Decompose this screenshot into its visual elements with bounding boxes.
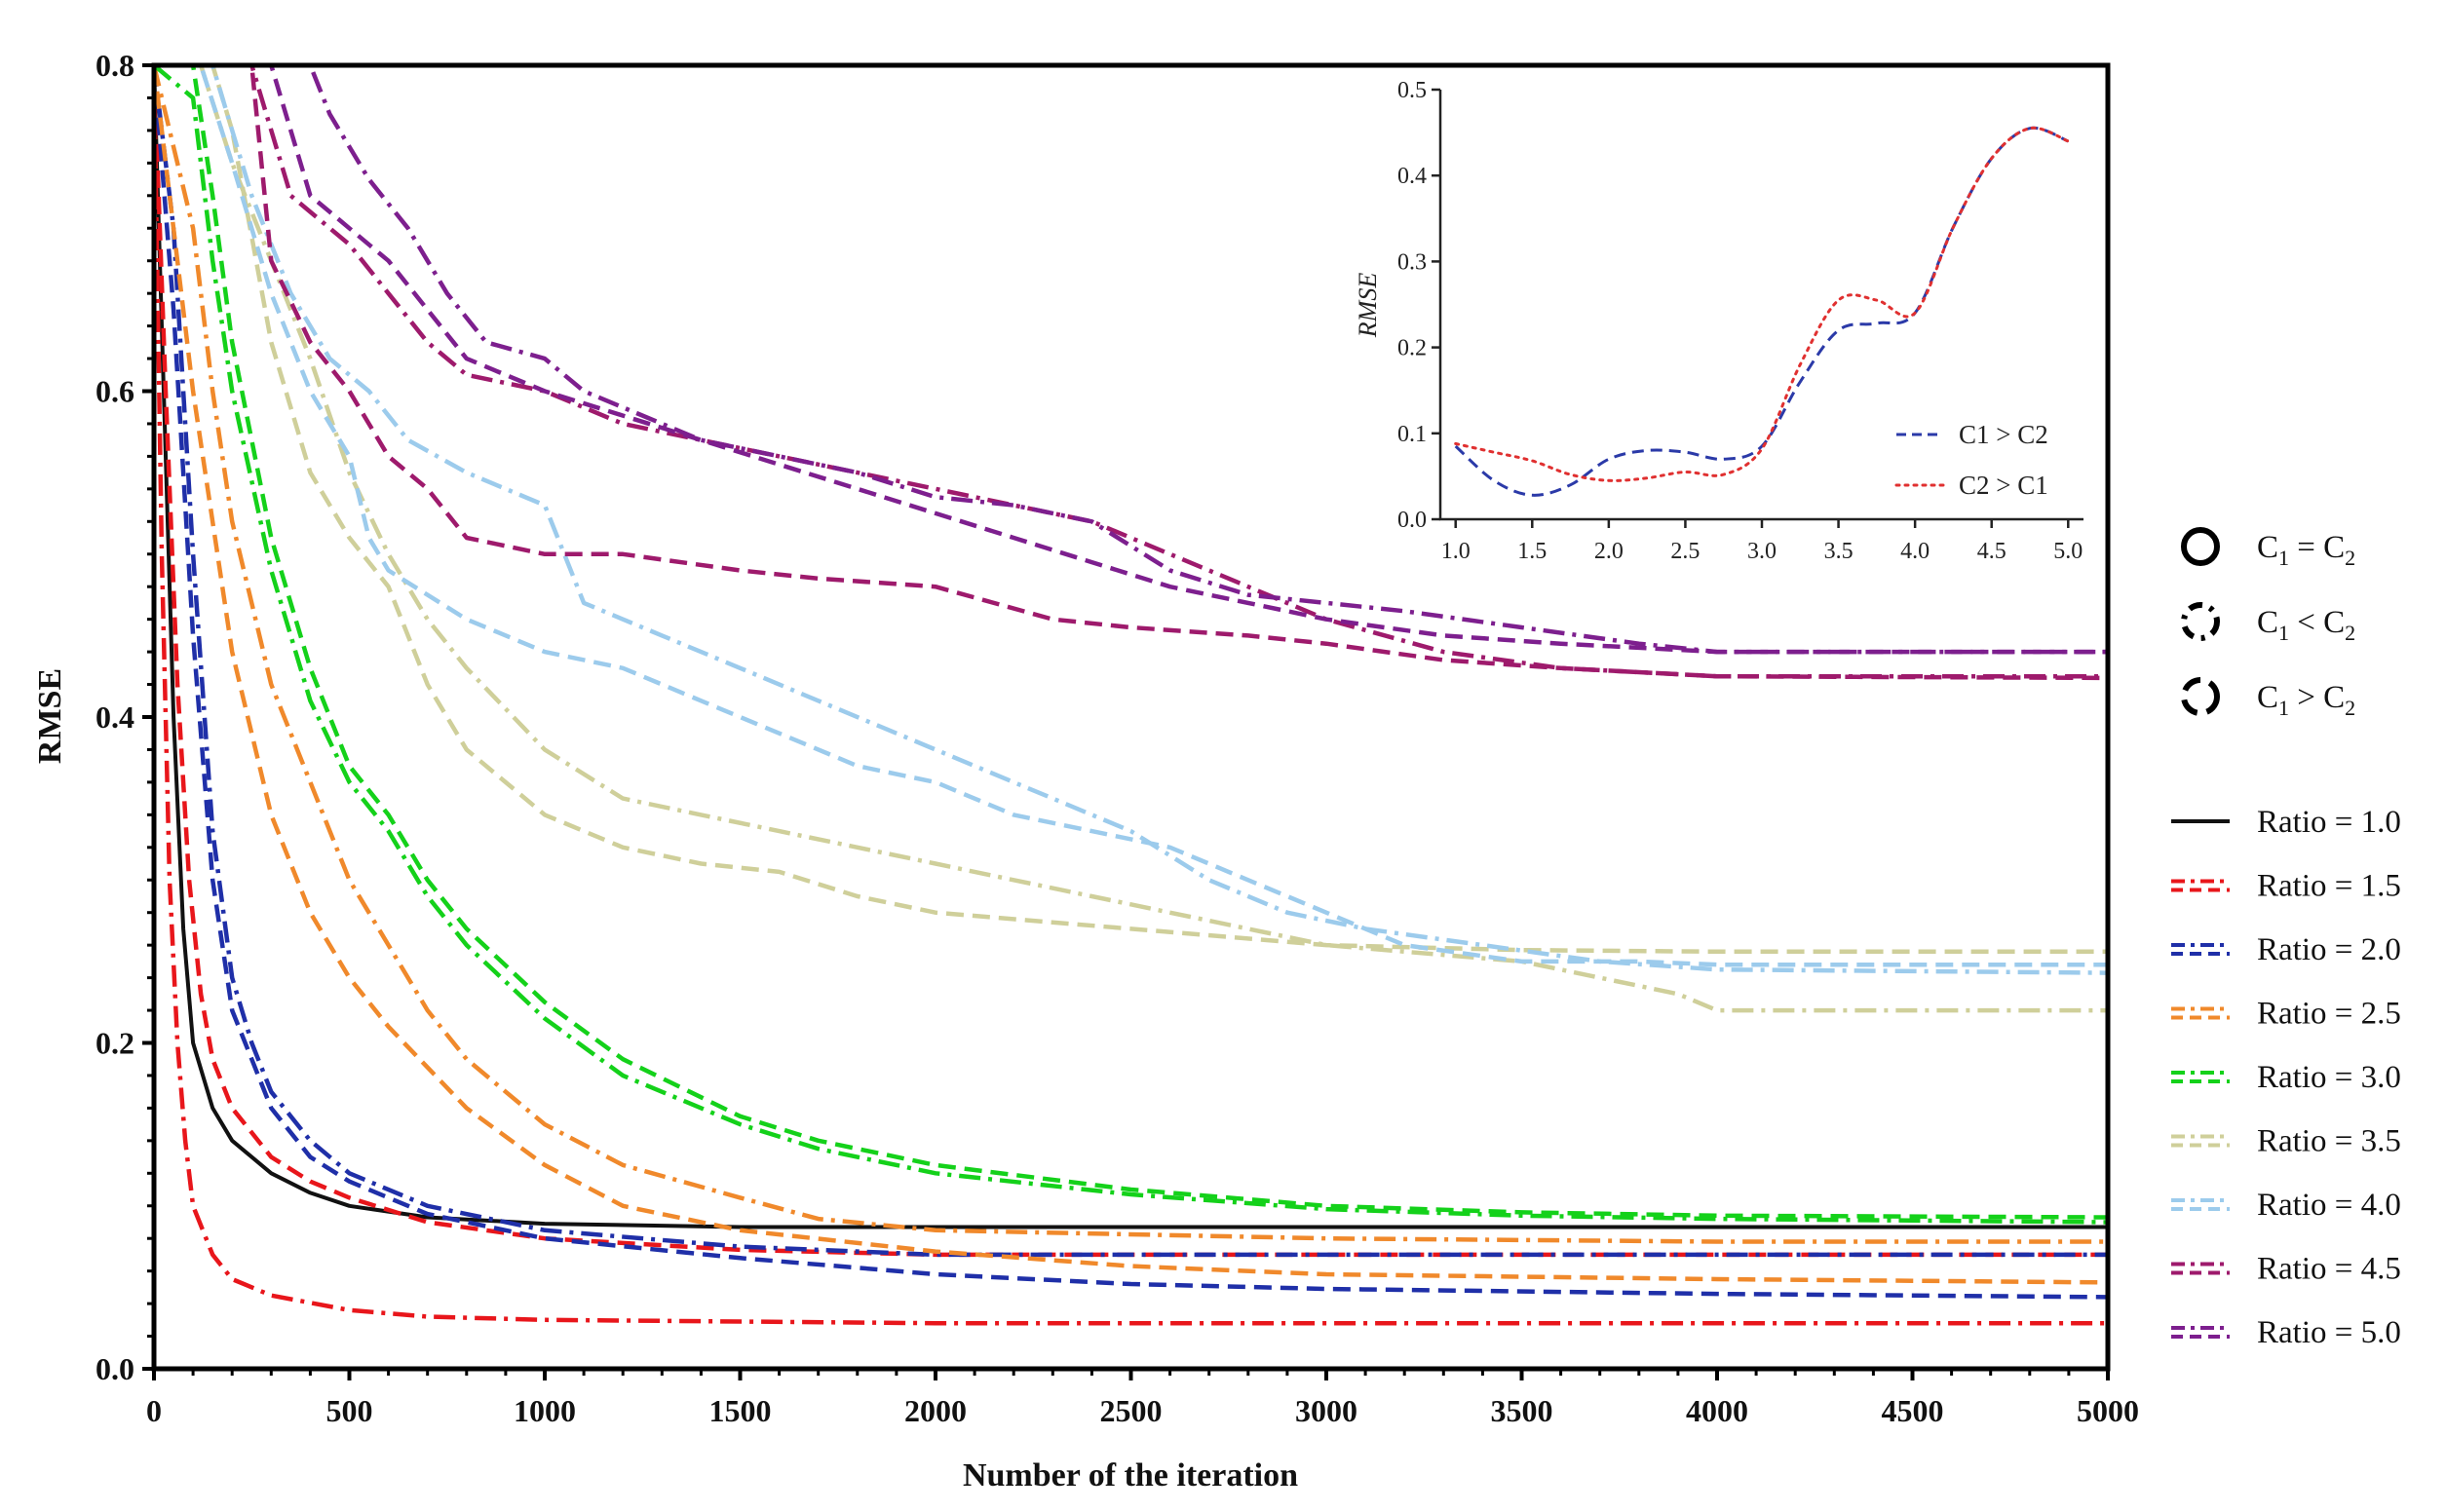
y-tick-label: 0.6 [96,374,134,409]
ratio-legend-label: Ratio = 4.5 [2257,1252,2401,1287]
x-axis-title: Number of the iteration [963,1457,1298,1493]
style-legend-text-part: C [2257,530,2278,565]
x-tick-label: 3000 [1295,1393,1357,1428]
inset-x-tick-label: 4.5 [1977,539,2006,564]
style-legend-text-part: C [2257,680,2278,715]
style-legend-text-part: 2 [2345,696,2355,720]
inset-series-layer [1454,126,2070,497]
inset-x-axis: 1.0 1.5 2.0 2.5 3.0 3.5 4.0 4.5 5.0 [1441,519,2083,564]
style-legend-text-part: > [2289,680,2323,715]
series-line-12 [154,65,2108,967]
style-legend-text-part: C [2257,605,2278,640]
inset-legend: C1 > C2 C2 > C1 [1894,420,2048,500]
style-legend-text-part: C [2323,680,2345,715]
series-line-15 [154,65,2108,655]
series-line-11 [154,65,2108,975]
series-line-16 [154,65,2108,655]
style-legend-text-part: 2 [2345,546,2355,570]
style-legend-text-part: C [2323,605,2345,640]
style-legend-text-part: 1 [2278,546,2289,570]
style-legend-text-part: 2 [2345,621,2355,645]
y-axis-title: RMSE [32,668,68,764]
inset-y-tick-label: 0.5 [1397,78,1427,103]
inset-x-tick-label: 4.0 [1900,539,1930,564]
x-tick-label: 1000 [514,1393,576,1428]
series-line-4 [154,65,2108,1300]
ratio-legend: Ratio = 1.0 Ratio = 1.5 Ratio = 2.0 Ratio =… [2171,805,2401,1350]
inset-y-axis: 0.0 0.1 0.2 0.3 0.4 0.5 [1397,78,1440,533]
inset-y-tick-label: 0.2 [1397,336,1427,361]
series-line-9 [154,65,2108,1013]
inset-y-tick-label: 0.3 [1397,249,1427,275]
inset-y-tick-label: 0.4 [1397,164,1427,189]
y-tick-label: 0.4 [96,699,134,735]
x-tick-label: 1500 [709,1393,772,1428]
x-tick-label: 2000 [904,1393,967,1428]
inset-x-tick-label: 2.0 [1594,539,1624,564]
inset-y-tick-label: 0.0 [1397,508,1427,533]
inset-x-tick-label: 2.5 [1670,539,1700,564]
inset-y-tick-label: 0.1 [1397,422,1427,447]
style-legend-symbol [2181,527,2220,566]
style-legend-text-part: 1 [2278,696,2289,720]
ratio-legend-label: Ratio = 3.5 [2257,1124,2401,1159]
ratio-legend-label: Ratio = 1.0 [2257,805,2401,840]
inset-legend-label: C1 > C2 [1959,420,2048,449]
series-line-8 [154,65,2108,1220]
main-y-axis: 0.0 0.2 0.4 0.6 0.8 [96,48,154,1386]
style-legend-text-part: < [2289,605,2323,640]
ratio-legend-label: Ratio = 5.0 [2257,1315,2401,1350]
inset-x-tick-label: 3.5 [1824,539,1854,564]
style-legend-label: C1 < C2 [2257,605,2355,645]
inset-series-line-1 [1454,126,2070,482]
inset-y-axis-title: RMSE [1354,273,1382,339]
y-tick-label: 0.0 [96,1351,134,1386]
series-line-14 [154,65,2108,681]
y-tick-label: 0.8 [96,48,134,83]
series-line-7 [154,65,2108,1225]
x-tick-label: 4000 [1686,1393,1748,1428]
x-tick-label: 2500 [1100,1393,1163,1428]
series-line-5 [154,65,2108,1244]
style-legend-label: C1 = C2 [2257,530,2355,570]
series-line-13 [154,65,2108,679]
style-legend-text-part: = [2289,530,2323,565]
x-tick-label: 3500 [1491,1393,1553,1428]
series-line-3 [154,65,2108,1258]
style-legend-text-part: 1 [2278,621,2289,645]
main-x-axis: 0 500 1000 1500 2000 2500 3000 3500 4000 4500 5000 [146,1369,2139,1428]
series-line-6 [154,65,2108,1285]
inset-x-tick-label: 1.5 [1517,539,1547,564]
style-legend-symbol [2181,677,2220,716]
inset-x-tick-label: 1.0 [1441,539,1471,564]
ratio-legend-label: Ratio = 2.0 [2257,932,2401,967]
inset-x-tick-label: 3.0 [1747,539,1777,564]
series-line-1 [154,65,2108,1326]
x-tick-label: 5000 [2077,1393,2139,1428]
inset-legend-label: C2 > C1 [1959,471,2048,500]
x-tick-label: 500 [326,1393,373,1428]
x-tick-label: 0 [146,1393,162,1428]
style-legend-text-part: C [2323,530,2345,565]
x-tick-label: 4500 [1882,1393,1944,1428]
inset-plot: 1.0 1.5 2.0 2.5 3.0 3.5 4.0 4.5 5.0 0.0 0.1 0.2 0.3… [1354,78,2083,564]
style-legend-label: C1 > C2 [2257,680,2355,720]
style-legend-symbol [2181,602,2220,641]
inset-x-tick-label: 5.0 [2053,539,2083,564]
ratio-legend-label: Ratio = 4.0 [2257,1188,2401,1223]
series-line-10 [154,65,2108,955]
ratio-legend-label: Ratio = 3.0 [2257,1060,2401,1095]
main-plot: 0 500 1000 1500 2000 2500 3000 3500 4000 4500 5000… [32,48,2139,1493]
ratio-legend-label: Ratio = 1.5 [2257,869,2401,904]
y-tick-label: 0.2 [96,1026,134,1061]
series-line-0 [154,65,2108,1229]
main-series-layer [154,65,2108,1326]
ratio-legend-label: Ratio = 2.5 [2257,997,2401,1032]
